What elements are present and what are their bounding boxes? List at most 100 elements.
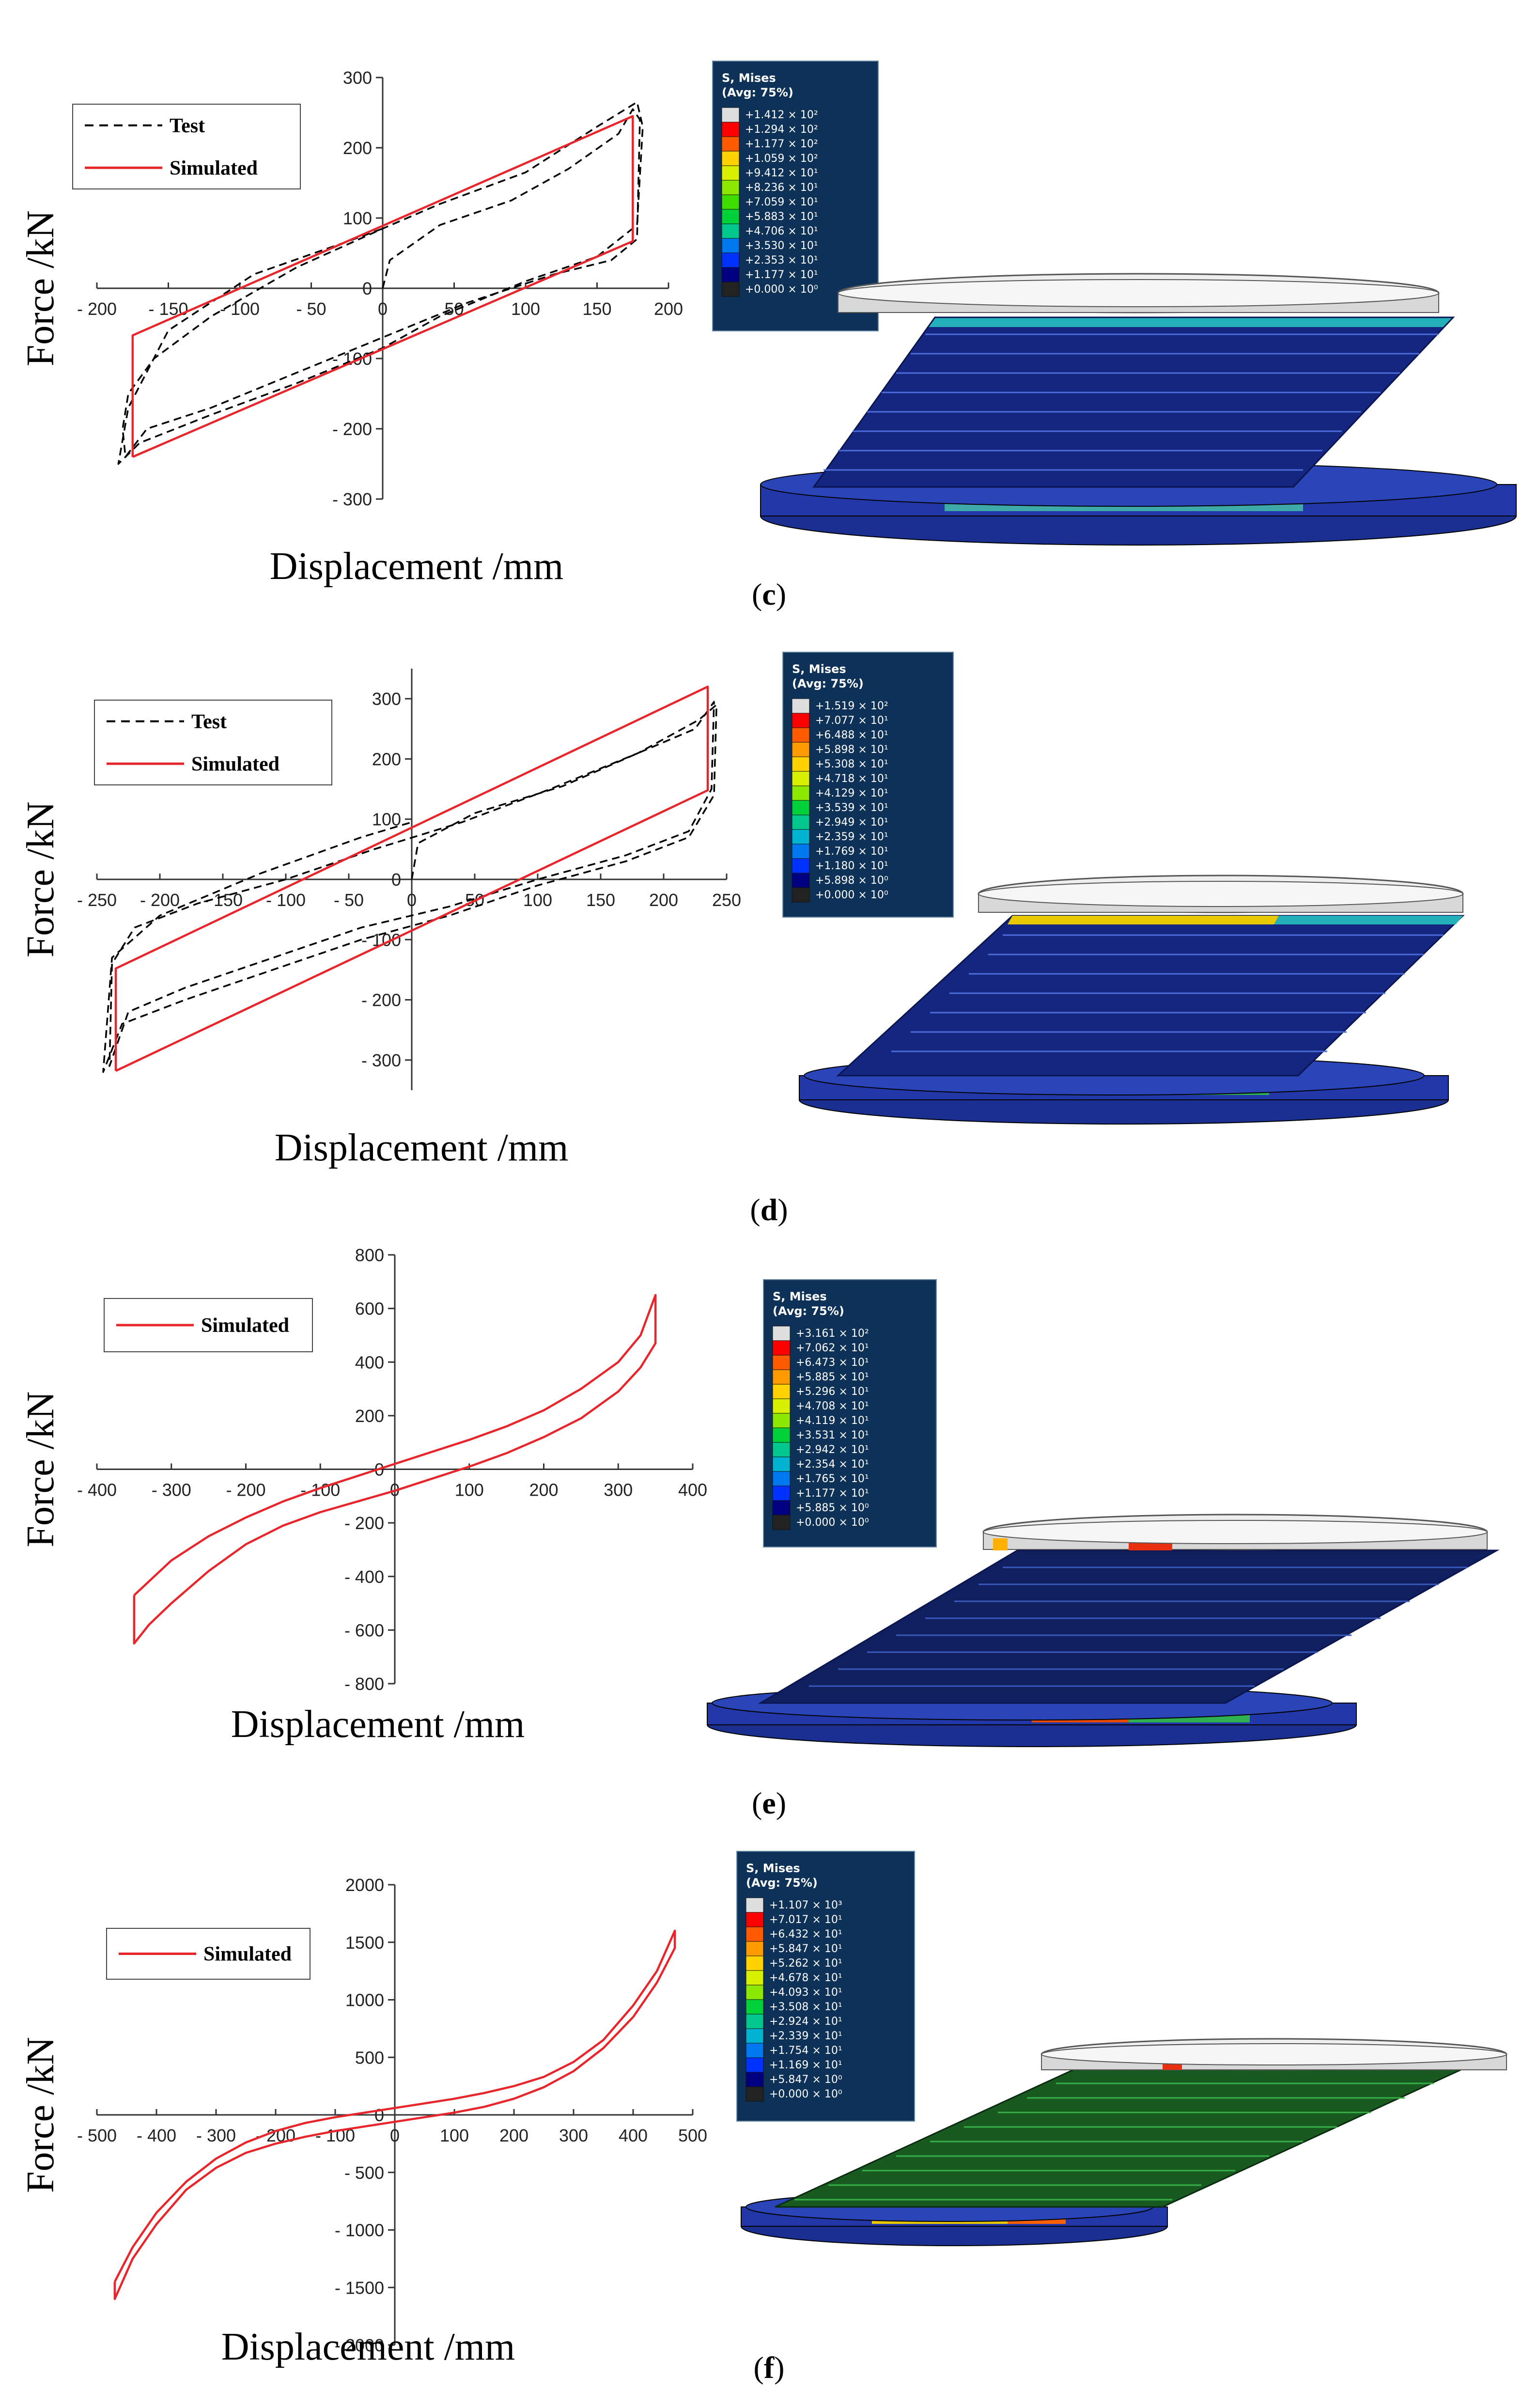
colorbar-label: +3.539 × 10¹ bbox=[815, 802, 888, 814]
x-tick-label: 100 bbox=[455, 1480, 484, 1500]
x-tick-label: 0 bbox=[390, 2126, 400, 2145]
colorbar-label: +1.519 × 10² bbox=[815, 700, 888, 712]
x-tick-label: - 400 bbox=[137, 2126, 176, 2145]
y-tick-label: - 2000 bbox=[335, 2335, 384, 2355]
colorbar-swatch bbox=[772, 1326, 791, 1341]
x-tick-label: 250 bbox=[712, 890, 741, 910]
colorbar-legend-c: S, Mises (Avg: 75%) +1.412 × 10² +1.294 × 1… bbox=[712, 61, 879, 331]
colorbar-label: +5.296 × 10¹ bbox=[796, 1386, 869, 1398]
x-tick-label: 0 bbox=[378, 299, 388, 319]
colorbar-label: +3.161 × 10² bbox=[796, 1328, 869, 1340]
y-tick-label: - 600 bbox=[344, 1620, 384, 1640]
colorbar-swatch bbox=[721, 194, 740, 210]
x-tick-label: - 150 bbox=[148, 299, 188, 319]
x-tick-label: 100 bbox=[511, 299, 540, 319]
x-tick-label: 100 bbox=[440, 2126, 469, 2145]
colorbar-legend-e: S, Mises (Avg: 75%) +3.161 × 10² +7.062 × 1… bbox=[763, 1279, 937, 1548]
x-tick-label: - 200 bbox=[140, 890, 180, 910]
colorbar-swatch bbox=[721, 267, 740, 282]
colorbar-swatch bbox=[721, 281, 740, 297]
colorbar-swatch bbox=[772, 1355, 791, 1370]
colorbar-swatch bbox=[746, 1926, 764, 1942]
colorbar-swatch bbox=[746, 1985, 764, 2000]
legend-box bbox=[72, 104, 301, 189]
colorbar-swatch bbox=[746, 2072, 764, 2087]
colorbar-label: +5.898 × 10⁰ bbox=[815, 875, 888, 887]
x-axis-title: Displacement /mm bbox=[221, 2326, 515, 2368]
x-tick-label: 400 bbox=[619, 2126, 648, 2145]
colorbar-swatch bbox=[721, 151, 740, 166]
colorbar-swatch bbox=[721, 252, 740, 268]
y-tick-label: - 100 bbox=[332, 349, 372, 369]
colorbar-swatch bbox=[721, 165, 740, 181]
colorbar-label: +5.885 × 10¹ bbox=[796, 1371, 869, 1383]
y-tick-label: - 100 bbox=[361, 930, 401, 950]
legend-box bbox=[94, 700, 332, 785]
y-tick-label: - 1000 bbox=[335, 2220, 384, 2240]
colorbar-label: +1.107 × 10³ bbox=[769, 1899, 842, 1911]
colorbar-title: S, Mises bbox=[773, 1290, 827, 1303]
fea-bearing-model-c bbox=[760, 273, 1517, 546]
colorbar-label: +7.077 × 10¹ bbox=[815, 715, 888, 727]
colorbar-label: +2.354 × 10¹ bbox=[796, 1458, 869, 1470]
colorbar-swatch bbox=[792, 771, 810, 786]
colorbar-label: +2.924 × 10¹ bbox=[769, 2016, 842, 2028]
colorbar-swatch bbox=[772, 1485, 791, 1501]
y-tick-label: 1000 bbox=[345, 1990, 384, 2010]
colorbar-swatch bbox=[772, 1398, 791, 1414]
fea-bearing-model-e bbox=[707, 1514, 1500, 1747]
colorbar-swatch bbox=[746, 1955, 764, 1971]
y-tick-label: 100 bbox=[343, 208, 372, 228]
x-tick-label: - 250 bbox=[77, 890, 117, 910]
x-tick-label: 400 bbox=[678, 1480, 707, 1500]
x-tick-label: 200 bbox=[499, 2126, 528, 2145]
colorbar-swatch bbox=[721, 107, 740, 123]
colorbar-swatch bbox=[746, 2028, 764, 2044]
colorbar-label: +3.530 × 10¹ bbox=[745, 240, 818, 252]
colorbar-label: +1.180 × 10¹ bbox=[815, 860, 888, 872]
colorbar-label: +5.262 × 10¹ bbox=[769, 1957, 842, 1970]
caption-letter-f: f bbox=[763, 2350, 775, 2385]
colorbar-label: +8.236 × 10¹ bbox=[745, 182, 818, 194]
x-tick-label: 200 bbox=[654, 299, 683, 319]
colorbar-label: +2.949 × 10¹ bbox=[815, 816, 888, 829]
colorbar-title: S, Mises bbox=[746, 1861, 800, 1875]
colorbar-label: +1.412 × 10² bbox=[745, 109, 818, 121]
x-axis-title: Displacement /mm bbox=[275, 1126, 569, 1169]
caption-letter-d: d bbox=[760, 1192, 778, 1227]
y-tick-label: - 800 bbox=[344, 1674, 384, 1694]
colorbar-legend-d: S, Mises (Avg: 75%) +1.519 × 10² +7.077 × 1… bbox=[782, 652, 954, 918]
colorbar-label: +4.093 × 10¹ bbox=[769, 1986, 842, 1999]
colorbar-swatch bbox=[746, 1970, 764, 1986]
colorbar-swatch bbox=[792, 785, 810, 801]
y-tick-label: 1500 bbox=[345, 1933, 384, 1953]
colorbar-swatch bbox=[721, 180, 740, 195]
y-tick-label: 300 bbox=[372, 689, 401, 709]
x-tick-label: 500 bbox=[678, 2126, 707, 2145]
colorbar-swatch bbox=[746, 1941, 764, 1956]
chart-f: - 500- 400- 300- 200- 100 0 100 200 300 400 50… bbox=[19, 1875, 707, 2368]
colorbar-subtitle: (Avg: 75%) bbox=[722, 86, 793, 99]
colorbar-swatch bbox=[746, 2043, 764, 2058]
legend-label-simulated: Simulated bbox=[203, 1943, 292, 1966]
x-tick-label: - 500 bbox=[77, 2126, 117, 2145]
y-tick-label: - 1500 bbox=[335, 2278, 384, 2298]
caption-c: (c) bbox=[751, 577, 787, 611]
fea-bearing-model-d bbox=[799, 875, 1465, 1125]
colorbar-swatch bbox=[772, 1515, 791, 1530]
x-tick-label: 200 bbox=[649, 890, 678, 910]
x-tick-label: 0 bbox=[407, 890, 417, 910]
y-tick-label: 400 bbox=[355, 1352, 384, 1372]
y-tick-label: - 300 bbox=[361, 1050, 401, 1070]
colorbar-label: +5.898 × 10¹ bbox=[815, 744, 888, 756]
chart-c: - 200- 150- 100- 50 0 50 100 150 200- 300- 20… bbox=[19, 68, 683, 588]
colorbar-label: +2.339 × 10¹ bbox=[769, 2030, 842, 2042]
colorbar-swatch bbox=[792, 727, 810, 743]
colorbar-label: +0.000 × 10⁰ bbox=[796, 1517, 869, 1529]
x-tick-label: - 100 bbox=[220, 299, 260, 319]
colorbar-label: +1.169 × 10¹ bbox=[769, 2059, 842, 2071]
y-tick-label: - 200 bbox=[332, 419, 372, 439]
colorbar-subtitle: (Avg: 75%) bbox=[792, 677, 864, 690]
colorbar-label: +6.473 × 10¹ bbox=[796, 1357, 869, 1369]
colorbar-swatch bbox=[772, 1384, 791, 1399]
